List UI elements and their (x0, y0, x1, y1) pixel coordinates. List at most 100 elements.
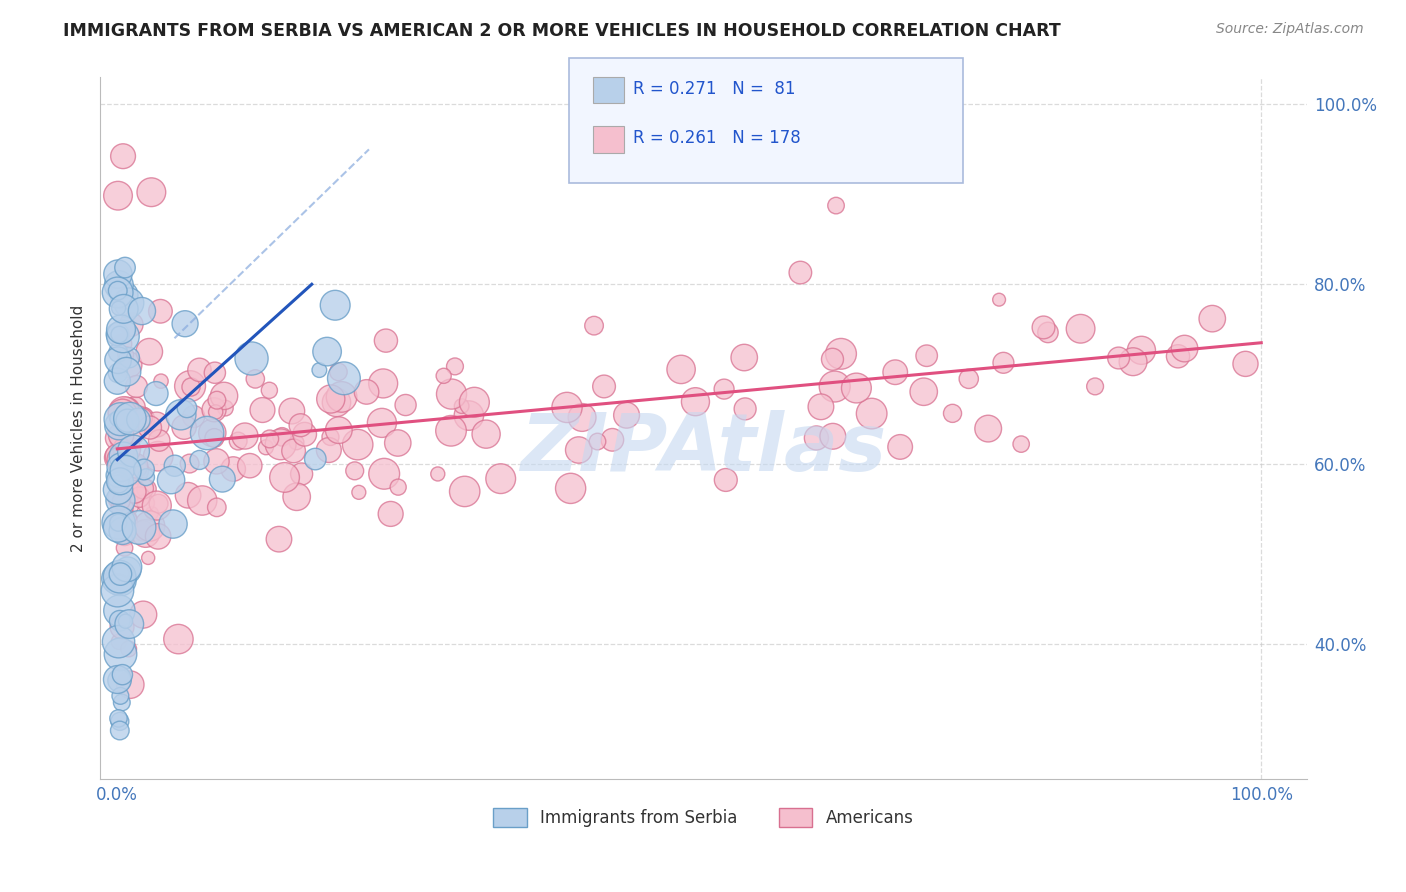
Point (115, 403, 138, 417)
Point (669, 362, 692, 376)
Point (188, 363, 211, 377)
Point (285, 490, 308, 504)
Point (179, 379, 201, 393)
Point (110, 460, 132, 475)
Point (107, 267, 129, 281)
Point (146, 499, 169, 513)
Point (107, 520, 129, 534)
Point (122, 444, 145, 458)
Point (1084, 379, 1107, 393)
Point (107, 188, 129, 202)
Point (179, 457, 201, 471)
Point (107, 571, 129, 585)
Point (356, 384, 378, 399)
Point (110, 573, 132, 587)
Point (107, 566, 129, 580)
Point (111, 500, 134, 515)
Point (108, 604, 131, 618)
Point (713, 382, 735, 396)
Point (346, 437, 368, 451)
Point (333, 371, 356, 385)
Point (111, 620, 134, 634)
Point (845, 381, 868, 395)
Point (734, 401, 756, 416)
Point (124, 458, 146, 473)
Point (120, 318, 142, 332)
Point (685, 394, 707, 409)
Point (112, 301, 135, 316)
Point (457, 409, 479, 423)
Point (108, 491, 131, 505)
Legend: Immigrants from Serbia, Americans: Immigrants from Serbia, Americans (486, 801, 921, 834)
Point (107, 411, 129, 425)
Point (146, 529, 169, 543)
Point (108, 723, 131, 738)
Point (107, 516, 129, 530)
Point (107, 301, 129, 316)
Point (108, 569, 131, 583)
Point (440, 387, 463, 401)
Point (107, 634, 129, 648)
Point (111, 329, 134, 343)
Point (616, 408, 638, 422)
Point (318, 443, 340, 458)
Point (108, 614, 131, 628)
Point (328, 365, 350, 379)
Point (205, 500, 228, 515)
Point (1201, 311, 1223, 326)
Point (489, 472, 512, 486)
Point (810, 400, 832, 414)
Point (316, 344, 339, 359)
Point (110, 689, 132, 703)
Point (233, 429, 256, 443)
Point (148, 434, 170, 448)
Point (270, 437, 292, 451)
Point (291, 467, 314, 481)
Point (105, 374, 128, 388)
Point (343, 464, 366, 478)
Point (124, 426, 146, 441)
Point (148, 449, 170, 463)
Point (132, 607, 155, 622)
Point (149, 304, 172, 318)
Point (111, 411, 134, 425)
Point (124, 400, 146, 414)
Point (304, 452, 326, 467)
Point (463, 395, 485, 409)
Point (204, 366, 226, 380)
Point (112, 405, 135, 419)
Point (988, 293, 1011, 307)
Point (290, 418, 312, 433)
Point (283, 444, 305, 458)
Point (254, 440, 277, 454)
Point (118, 351, 141, 365)
Point (108, 673, 131, 688)
Point (1167, 349, 1189, 363)
Point (240, 351, 263, 366)
Point (114, 348, 136, 362)
Point (145, 386, 167, 401)
Point (426, 467, 449, 481)
Point (860, 407, 883, 421)
Point (127, 413, 149, 427)
Point (1032, 320, 1054, 334)
Point (108, 327, 131, 342)
Point (108, 475, 131, 489)
Point (1036, 326, 1059, 340)
Point (941, 406, 963, 420)
Point (107, 327, 129, 342)
Point (1070, 322, 1092, 336)
Point (162, 517, 184, 532)
Point (211, 472, 233, 486)
Point (120, 678, 142, 692)
Point (560, 482, 582, 496)
Point (450, 399, 472, 413)
Point (110, 647, 132, 661)
Point (131, 411, 153, 425)
Point (555, 401, 578, 415)
Point (285, 435, 308, 450)
Point (108, 635, 131, 649)
Point (107, 434, 129, 449)
Point (180, 380, 202, 394)
Point (1122, 354, 1144, 368)
